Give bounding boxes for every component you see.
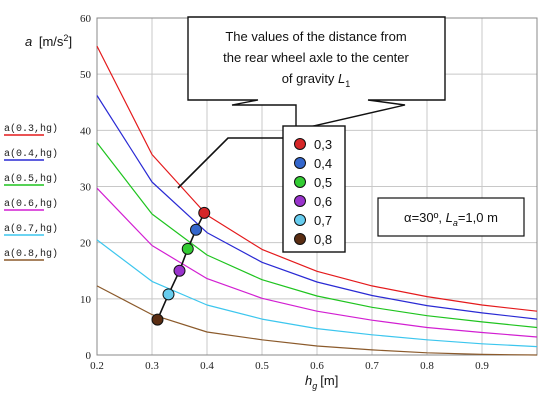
series-line	[96, 285, 538, 356]
y-tick-label: 60	[80, 13, 92, 25]
data-marker	[198, 206, 211, 219]
y-axis-title: a [m/s2]	[25, 33, 72, 49]
x-tick-label: 0.7	[365, 360, 379, 372]
y-tick-label: 0	[86, 350, 92, 362]
callout-line-1: The values of the distance from	[225, 29, 406, 44]
x-tick-label: 0.2	[90, 360, 104, 372]
x-tick-label: 0.4	[200, 360, 214, 372]
series-line	[96, 142, 538, 329]
legend-label: a(0.3,hg)	[4, 123, 58, 135]
x-axis-title: hg [m]	[305, 373, 338, 391]
callout-leader	[177, 137, 283, 189]
marker-legend-dot	[294, 157, 306, 169]
series-line	[96, 95, 538, 320]
callout-line-3: of gravity L1	[282, 71, 351, 89]
y-tick-label: 40	[80, 125, 92, 137]
x-tick-label: 0.3	[145, 360, 159, 372]
tick-labels: 0.2 0.3 0.4 0.5 0.6 0.7 0.8 0.9 0 10 20 30 40 50 60	[80, 13, 489, 372]
x-tick-label: 0.9	[475, 360, 489, 372]
markers	[151, 206, 211, 326]
marker-legend-label: 0,5	[314, 175, 332, 190]
x-tick-label: 0.8	[420, 360, 434, 372]
data-marker	[162, 288, 175, 301]
marker-legend-dot	[294, 195, 306, 207]
y-tick-label: 30	[80, 182, 92, 194]
x-tick-label: 0.5	[255, 360, 269, 372]
data-marker	[173, 264, 186, 277]
marker-legend-dot	[294, 176, 306, 188]
marker-legend-dot	[294, 233, 306, 245]
series-line	[96, 45, 538, 312]
legend-label: a(0.8,hg)	[4, 248, 58, 260]
parameter-text: α=30º, La=1,0 m	[404, 210, 498, 228]
legend-label: a(0.5,hg)	[4, 173, 58, 185]
x-tick-label: 0.6	[310, 360, 324, 372]
legend-label: a(0.7,hg)	[4, 223, 58, 235]
data-marker	[151, 313, 164, 326]
marker-legend-dot	[294, 138, 306, 150]
y-tick-label: 10	[80, 294, 92, 306]
series-line	[96, 187, 538, 338]
y-tick-label: 50	[80, 69, 92, 81]
marker-legend-label: 0,8	[314, 232, 332, 247]
marker-legend-label: 0,3	[314, 137, 332, 152]
marker-legend-dot	[294, 214, 306, 226]
marker-legend-label: 0,6	[314, 194, 332, 209]
data-marker	[190, 223, 202, 236]
callout-line-2: the rear wheel axle to the center	[223, 50, 409, 65]
y-tick-label: 20	[80, 238, 92, 250]
marker-legend-box	[282, 125, 346, 253]
legend: a(0.3,hg) a(0.4,hg) a(0.5,hg) a(0.6,hg) a(0.…	[4, 123, 58, 261]
marker-legend: 0,3 0,4 0,5 0,6 0,7 0,8	[294, 137, 332, 247]
marker-legend-label: 0,4	[314, 156, 332, 171]
parameter-box: α=30º, La=1,0 m	[377, 197, 525, 237]
legend-label: a(0.4,hg)	[4, 148, 58, 160]
marker-legend-label: 0,7	[314, 213, 332, 228]
series-curves	[96, 45, 538, 356]
parameter-box-frame	[377, 197, 525, 237]
legend-label: a(0.6,hg)	[4, 198, 58, 210]
callout: The values of the distance from the rear…	[187, 16, 446, 131]
data-marker	[181, 242, 194, 255]
